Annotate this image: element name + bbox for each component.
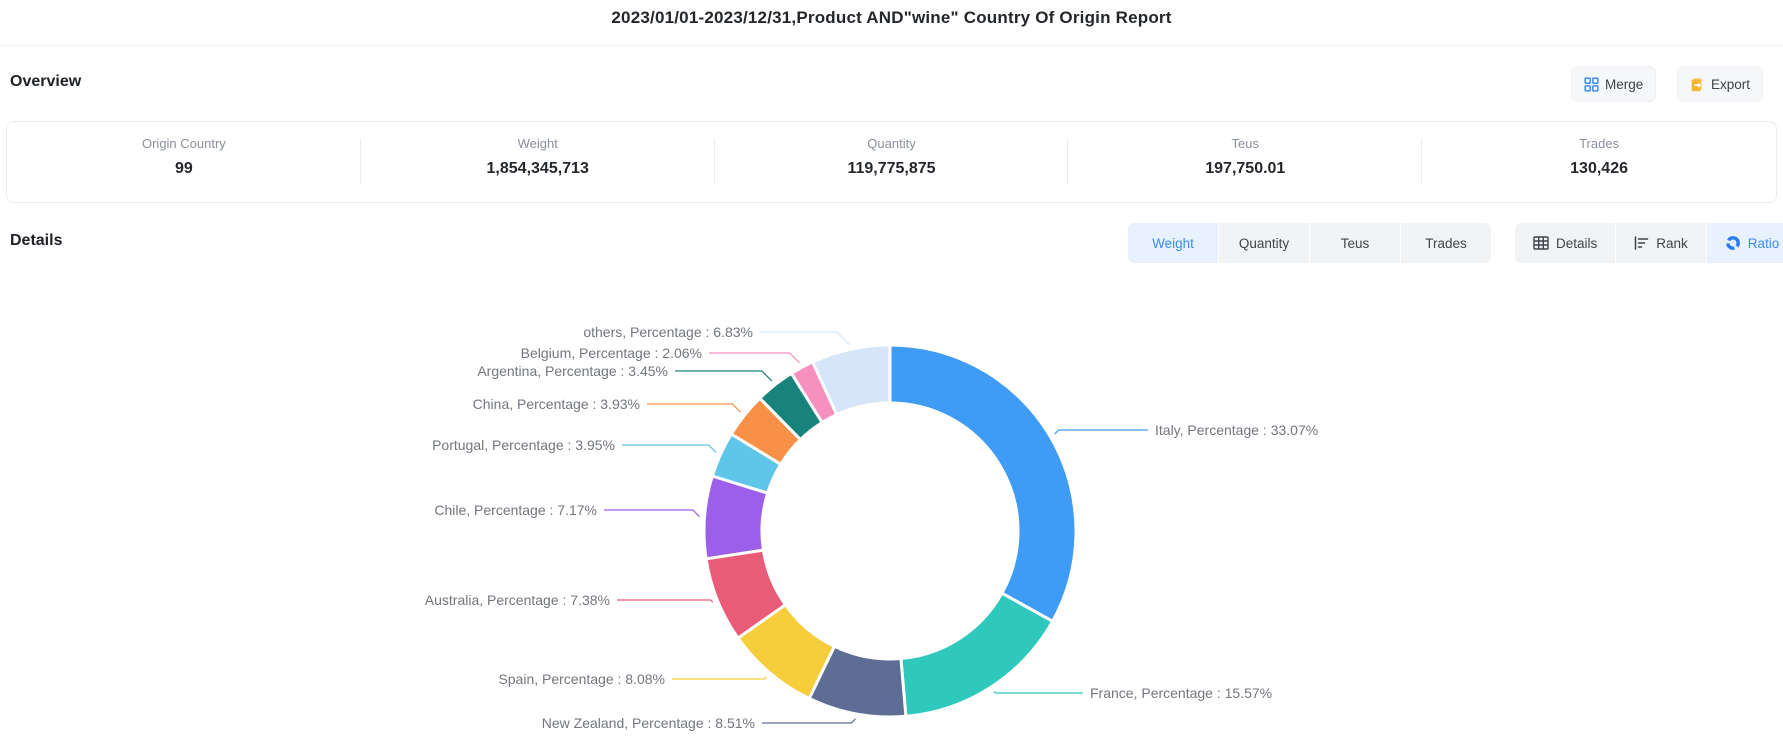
- tab-quantity[interactable]: Quantity: [1219, 223, 1309, 263]
- stat-value: 130,426: [1570, 160, 1628, 177]
- chart-label-line-china: [647, 403, 741, 413]
- stat-value: 119,775,875: [847, 160, 936, 177]
- chart-label-line-italy: [1054, 429, 1148, 435]
- stat-label: Weight: [517, 136, 558, 151]
- chart-label-belgium: Belgium, Percentage : 2.06%: [521, 345, 702, 361]
- tab-details[interactable]: Details: [1515, 223, 1616, 263]
- chart-label-line-argentina: [675, 370, 773, 382]
- export-button-label: Export: [1711, 76, 1751, 92]
- tab-label: Teus: [1340, 235, 1370, 251]
- chart-label-line-new-zealand: [762, 718, 856, 724]
- chart-label-portugal: Portugal, Percentage : 3.95%: [432, 437, 615, 453]
- overview-stats-card: Origin Country 99 Weight 1,854,345,713 Q…: [6, 121, 1777, 203]
- details-heading: Details: [10, 232, 63, 249]
- donut-icon: [1725, 235, 1741, 251]
- tab-label: Ratio: [1747, 235, 1780, 251]
- stat-trades: Trades 130,426: [1422, 122, 1776, 202]
- tab-label: Trades: [1425, 235, 1467, 251]
- chart-label-line-belgium: [709, 352, 800, 364]
- chart-label-france: France, Percentage : 15.57%: [1090, 685, 1272, 701]
- donut-slice-france[interactable]: [899, 591, 1055, 718]
- chart-label-spain: Spain, Percentage : 8.08%: [498, 671, 665, 687]
- export-button[interactable]: Export: [1677, 66, 1764, 102]
- stat-value: 99: [175, 160, 193, 177]
- stat-value: 1,854,345,713: [486, 160, 589, 177]
- tab-ratio[interactable]: Ratio: [1706, 223, 1783, 263]
- view-tab-group: Details Rank Ratio: [1515, 223, 1783, 263]
- stat-label: Trades: [1579, 136, 1620, 151]
- table-icon: [1533, 236, 1549, 250]
- donut-slice-others[interactable]: [811, 343, 892, 417]
- export-icon: [1690, 77, 1705, 92]
- stat-label: Teus: [1231, 136, 1260, 151]
- chart-label-line-france: [993, 690, 1083, 694]
- tab-label: Quantity: [1238, 235, 1290, 251]
- tab-label: Details: [1556, 235, 1598, 251]
- stat-origin-country: Origin Country 99: [7, 122, 361, 202]
- chart-label-chile: Chile, Percentage : 7.17%: [434, 502, 597, 518]
- stat-label: Quantity: [867, 136, 916, 151]
- chart-label-line-others: [760, 331, 850, 345]
- chart-label-line-portugal: [622, 444, 717, 453]
- rank-icon: [1634, 236, 1649, 250]
- title-divider: [0, 45, 1783, 46]
- donut-slice-italy[interactable]: [888, 343, 1078, 623]
- chart-label-argentina: Argentina, Percentage : 3.45%: [477, 363, 668, 379]
- merge-icon: [1584, 76, 1599, 92]
- tab-teus[interactable]: Teus: [1310, 223, 1400, 263]
- tab-trades[interactable]: Trades: [1401, 223, 1491, 263]
- stat-label: Origin Country: [141, 136, 226, 151]
- stat-quantity: Quantity 119,775,875: [715, 122, 1069, 202]
- measure-tab-group: Weight Quantity Teus Trades: [1128, 223, 1491, 263]
- stat-weight: Weight 1,854,345,713: [361, 122, 715, 202]
- chart-label-italy: Italy, Percentage : 33.07%: [1155, 422, 1318, 438]
- tab-weight[interactable]: Weight: [1128, 223, 1218, 263]
- tab-rank[interactable]: Rank: [1616, 223, 1706, 263]
- tab-label: Weight: [1152, 235, 1194, 251]
- report-title: 2023/01/01-2023/12/31,Product AND"wine" …: [611, 8, 1172, 27]
- chart-label-china: China, Percentage : 3.93%: [473, 396, 640, 412]
- chart-label-others: others, Percentage : 6.83%: [583, 324, 753, 340]
- chart-label-australia: Australia, Percentage : 7.38%: [425, 592, 610, 608]
- overview-heading: Overview: [10, 73, 82, 90]
- chart-label-line-chile: [604, 509, 700, 518]
- merge-button[interactable]: Merge: [1571, 66, 1657, 102]
- stat-value: 197,750.01: [1205, 160, 1286, 177]
- stat-teus: Teus 197,750.01: [1068, 122, 1422, 202]
- merge-button-label: Merge: [1605, 76, 1644, 92]
- chart-label-line-australia: [617, 599, 714, 603]
- chart-label-line-spain: [672, 676, 767, 680]
- tab-label: Rank: [1656, 235, 1688, 251]
- chart-label-new-zealand: New Zealand, Percentage : 8.51%: [542, 715, 755, 731]
